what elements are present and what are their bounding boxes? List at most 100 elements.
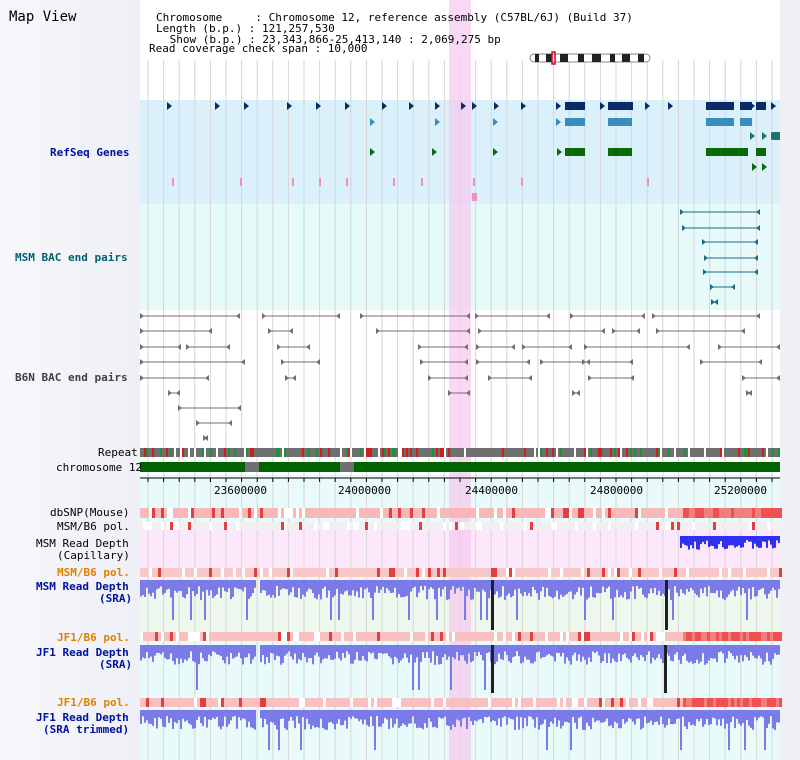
depth-bar [482,710,484,723]
heat-cell [683,632,686,641]
heat-cell [281,632,284,641]
repeat-feature [698,448,700,457]
depth-bar [158,710,160,718]
depth-bar [286,710,288,730]
bac-end [176,390,180,396]
depth-bar [332,580,334,598]
repeat-feature [564,448,566,457]
heat-cell [656,568,659,577]
depth-bar [732,580,734,590]
heat-cell [758,632,761,641]
repeat-feature [324,448,326,457]
heat-cell [629,508,632,518]
track-label-b6n-bac[interactable]: B6N BAC end pairs [15,371,128,384]
depth-bar [762,580,764,588]
heat-cell [509,568,512,577]
depth-bar [140,710,142,725]
heat-cell [545,568,548,577]
heat-cell [500,698,503,707]
depth-spike [665,580,668,630]
heat-cell [719,698,722,707]
depth-bar [220,645,222,657]
heat-cell [704,632,707,641]
track-label-jf1-b6-pol: JF1/B6 pol. [57,631,130,644]
heat-cell [353,508,356,518]
depth-bar [338,645,340,659]
depth-bar [642,710,644,728]
repeat-feature [650,448,652,457]
depth-bar [678,645,680,660]
depth-bar [382,710,384,724]
depth-bar [210,710,212,721]
heat-cell [530,698,533,707]
depth-bar [218,580,220,588]
heat-cell [164,568,167,577]
depth-bar [170,580,172,598]
heat-cell [500,522,503,530]
depth-bar [628,645,630,660]
repeat-feature [326,448,328,457]
heat-cell [734,508,737,518]
heat-cell [614,508,617,518]
track-label-msm-bac[interactable]: MSM BAC end pairs [15,251,128,264]
repeat-feature [428,448,430,457]
track-label-jf1-depth-sra[interactable]: JF1 Read Depth [36,646,129,659]
depth-bar [442,710,444,719]
depth-bar [770,645,772,665]
heat-cell [374,698,377,707]
repeat-feature [500,448,502,457]
heat-cell [506,698,509,707]
depth-bar [476,710,478,722]
track-label-refseq[interactable]: RefSeq Genes [50,146,130,159]
repeat-feature [348,448,350,457]
depth-bar [196,580,198,595]
depth-bar [216,645,218,655]
repeat-feature [744,448,746,457]
heat-cell [281,522,284,530]
depth-bar [296,580,298,598]
depth-bar [388,645,390,657]
heat-cell [425,698,428,707]
depth-bar [690,536,692,546]
depth-bar [512,645,514,658]
repeat-feature [364,448,366,457]
heat-cell [659,568,662,577]
heat-cell [227,698,230,707]
track-label-jf1-depth-trimmed[interactable]: JF1 Read Depth [36,711,129,724]
track-label-msm-depth-sra[interactable]: MSM Read Depth [36,580,129,593]
heat-cell [314,698,317,707]
repeat-feature [454,448,456,457]
bac-end [316,359,320,365]
depth-bar [454,580,456,594]
heat-cell [188,632,191,641]
heat-cell [317,632,320,641]
depth-bar [520,580,522,594]
heat-cell [548,568,551,577]
depth-bar [348,580,350,596]
heat-cell [473,632,476,641]
repeat-feature [356,448,358,457]
heat-cell [674,568,677,577]
repeat-feature [720,448,722,457]
heat-cell [452,522,455,530]
repeat-feature [756,448,758,457]
repeat-feature [690,448,692,457]
repeat-feature [510,448,512,457]
bac-end [478,328,482,334]
refseq-small-feature [521,178,523,186]
heat-cell [521,632,524,641]
depth-bar [222,645,224,661]
repeat-feature [250,448,252,457]
heat-cell [251,568,254,577]
depth-bar [336,580,338,589]
heat-cell [341,568,344,577]
depth-bar [206,580,208,590]
depth-bar [466,580,468,597]
depth-bar [348,645,350,655]
heat-cell [323,568,326,577]
bac-end [656,328,660,334]
depth-bar [408,645,410,663]
heat-cell [203,568,206,577]
chromosome-gap [245,462,259,472]
